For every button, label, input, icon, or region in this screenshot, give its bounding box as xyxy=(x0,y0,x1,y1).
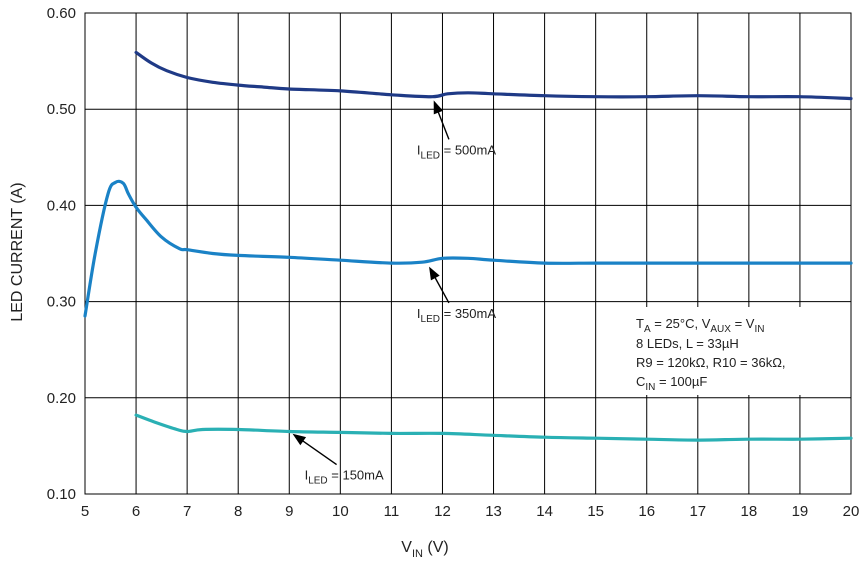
annotation-a350: ILED = 350mA xyxy=(417,266,496,325)
x-tick-label: 16 xyxy=(638,503,655,520)
x-tick-label: 13 xyxy=(485,503,502,520)
annotation-arrowhead xyxy=(429,266,440,281)
y-tick-label: 0.60 xyxy=(47,5,76,22)
x-tick-label: 19 xyxy=(792,503,809,520)
x-tick-label: 10 xyxy=(332,503,349,520)
y-axis-title: LED CURRENT (A) xyxy=(9,182,26,321)
annotation-leader xyxy=(298,437,337,466)
series-line-1 xyxy=(83,179,853,318)
y-tick-label: 0.20 xyxy=(47,390,76,407)
x-tick-label: 15 xyxy=(587,503,604,520)
annotation-leader xyxy=(432,273,450,304)
annotation-arrowhead xyxy=(433,100,444,115)
series-line-0 xyxy=(134,50,853,101)
annotation-a500: ILED = 500mA xyxy=(417,100,496,161)
conditions-box-bg xyxy=(632,307,828,395)
x-tick-label: 14 xyxy=(536,503,553,520)
x-tick-label: 8 xyxy=(234,503,242,520)
annotation-label: ILED = 150mA xyxy=(305,468,384,487)
conditions-line-1: TA = 25°C, VAUX = VIN xyxy=(636,316,764,335)
x-tick-label: 7 xyxy=(183,503,191,520)
series-line-2 xyxy=(134,413,853,442)
x-tick-label: 11 xyxy=(384,503,400,520)
annotation-arrowhead xyxy=(292,433,307,446)
y-tick-label: 0.30 xyxy=(47,294,76,311)
conditions-line-4: CIN = 100µF xyxy=(636,374,707,393)
x-tick-label: 20 xyxy=(843,503,860,520)
annotation-label: ILED = 350mA xyxy=(417,306,496,325)
x-tick-label: 9 xyxy=(285,503,293,520)
y-tick-label: 0.50 xyxy=(47,101,76,118)
x-axis-title: VIN (V) xyxy=(401,539,448,560)
conditions-line-3: R9 = 120kΩ, R10 = 36kΩ, xyxy=(636,355,786,370)
annotations: ILED = 500mA ILED = 350mA ILED = 150mA xyxy=(292,100,496,487)
grid xyxy=(84,12,852,495)
x-tick-label: 6 xyxy=(132,503,140,520)
x-tick-label: 17 xyxy=(689,503,706,520)
annotation-a150: ILED = 150mA xyxy=(292,433,384,487)
x-tick-label: 12 xyxy=(434,503,451,520)
tick-labels: 5 6 7 8 9 10 11 12 13 14 15 16 17 18 19 20 0.10 0.20 0.30 0… xyxy=(47,5,860,520)
plot-frame xyxy=(84,12,852,495)
y-tick-label: 0.40 xyxy=(47,197,76,214)
y-tick-label: 0.10 xyxy=(47,486,76,503)
x-tick-label: 5 xyxy=(81,503,89,520)
series-group xyxy=(83,50,853,442)
annotation-label: ILED = 500mA xyxy=(417,142,496,161)
x-tick-label: 18 xyxy=(741,503,758,520)
conditions-box: TA = 25°C, VAUX = VIN 8 LEDs, L = 33µH R… xyxy=(632,307,828,395)
conditions-line-2: 8 LEDs, L = 33µH xyxy=(636,336,739,351)
annotation-leader xyxy=(435,107,450,140)
